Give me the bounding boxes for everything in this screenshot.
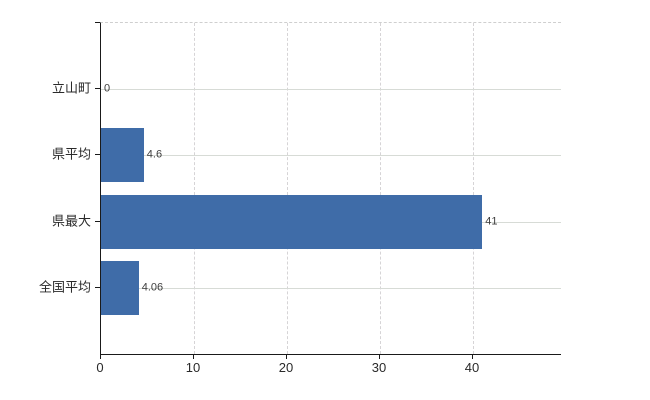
gridline-horizontal [101, 89, 561, 91]
gridline-vertical [194, 23, 195, 354]
bar-value-label: 4.06 [141, 281, 164, 294]
plot-area: 0 4.6 41 4.06 [100, 22, 561, 355]
x-tick-label: 0 [96, 360, 104, 375]
gridline-horizontal [101, 287, 561, 289]
category-label: 県最大 [51, 213, 91, 229]
gridline-vertical [380, 23, 381, 354]
bar [101, 194, 483, 249]
gridline-vertical [473, 23, 474, 354]
y-axis-tick [95, 88, 100, 90]
x-axis-tick [193, 354, 194, 359]
y-axis-top-tick [95, 22, 100, 23]
gridline-vertical [287, 23, 288, 354]
x-tick-label: 10 [185, 360, 201, 375]
bar-value-label: 4.6 [146, 148, 163, 161]
x-tick-label: 30 [371, 360, 387, 375]
x-tick-label: 20 [278, 360, 294, 375]
y-axis-labels: 立山町県平均県最大全国平均 [0, 0, 91, 400]
bar-value-label: 0 [104, 82, 111, 95]
x-axis-tick [472, 354, 473, 359]
category-label: 立山町 [51, 80, 91, 96]
x-axis-tick [100, 354, 101, 359]
x-axis-tick [286, 354, 287, 359]
gridline-horizontal [101, 155, 561, 157]
y-axis-tick [95, 220, 100, 222]
y-axis-tick [95, 286, 100, 288]
category-label: 全国平均 [38, 279, 91, 295]
bar-value-label: 41 [485, 215, 498, 228]
bar [101, 260, 139, 315]
y-axis-tick [95, 154, 100, 156]
x-axis-tick [379, 354, 380, 359]
bar [101, 128, 144, 183]
x-tick-label: 40 [464, 360, 480, 375]
category-label: 県平均 [51, 146, 91, 162]
